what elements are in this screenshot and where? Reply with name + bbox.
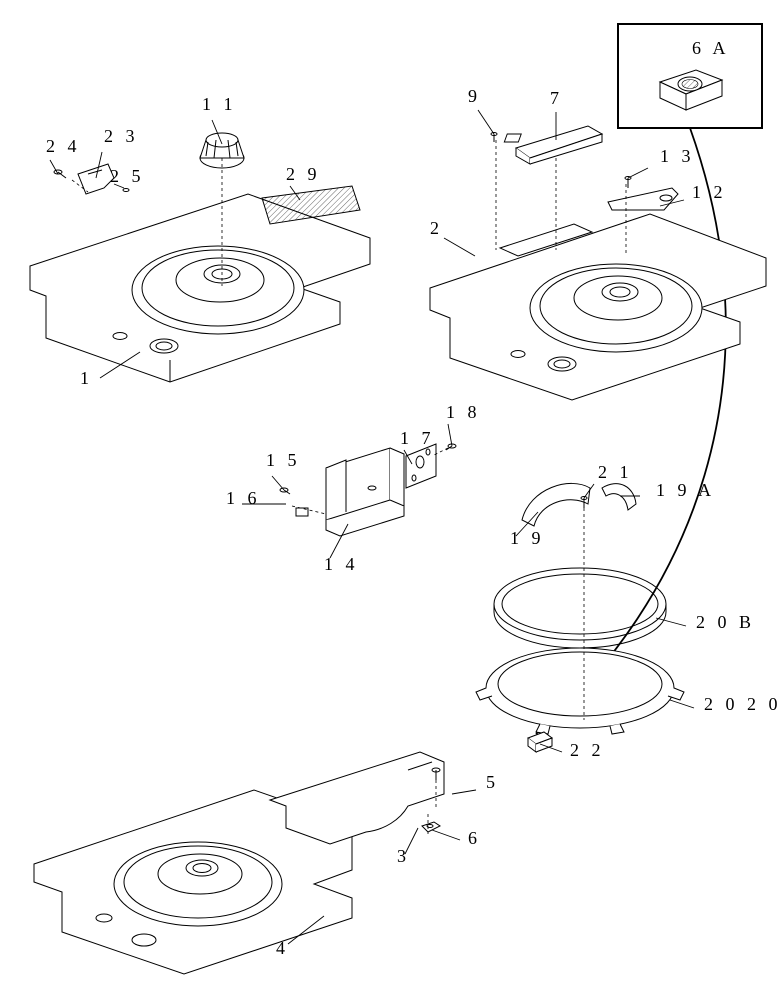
callout-6: 6 — [468, 828, 481, 848]
callout-19: 1 9 — [510, 528, 545, 548]
callout-24: 2 4 — [46, 136, 81, 156]
callout-9: 9 — [468, 86, 481, 106]
part-16-screw — [280, 488, 290, 494]
part-22 — [528, 732, 552, 752]
callout-4: 4 — [276, 938, 289, 958]
callout-7: 7 — [550, 88, 563, 108]
part-19 — [522, 483, 590, 526]
part-18-screw — [446, 444, 456, 450]
callout-5: 5 — [486, 772, 499, 792]
callout-16: 1 6 — [226, 488, 261, 508]
part-25-screw — [123, 189, 129, 192]
part-3 — [270, 752, 444, 844]
part-11 — [200, 133, 244, 168]
callout-14: 1 4 — [324, 554, 359, 574]
parts-exploded-diagram: 1234566 A791 11 21 31 41 51 61 71 81 91 … — [0, 0, 784, 1000]
callout-17: 1 7 — [400, 428, 435, 448]
callout-19A: 1 9 A — [656, 480, 715, 500]
callout-23: 2 3 — [104, 126, 139, 146]
callout-3: 3 — [397, 846, 410, 866]
part-6-nut — [422, 822, 440, 832]
part-23-clip — [78, 164, 114, 194]
callout-18: 1 8 — [446, 402, 481, 422]
part-20b — [494, 568, 666, 648]
callout-29: 2 9 — [286, 164, 321, 184]
callout-labels: 1234566 A791 11 21 31 41 51 61 71 81 91 … — [46, 38, 784, 958]
callout-1: 1 — [80, 368, 93, 388]
part-1 — [30, 194, 370, 382]
callout-6A: 6 A — [692, 38, 730, 58]
callout-13: 1 3 — [660, 146, 695, 166]
callout-22: 2 2 — [570, 740, 605, 760]
callout-11: 1 1 — [202, 94, 237, 114]
part-14 — [326, 448, 404, 536]
detail-leader — [536, 128, 726, 734]
callout-20B: 2 0 B — [696, 612, 755, 632]
callout-15: 1 5 — [266, 450, 301, 470]
part-17 — [406, 444, 436, 488]
callout-2020A: 2 0 2 0 A — [704, 694, 784, 714]
part-2 — [430, 214, 766, 400]
callout-12: 1 2 — [692, 182, 727, 202]
part-20-20a — [476, 648, 684, 734]
callout-25: 2 5 — [110, 166, 145, 186]
callout-21: 2 1 — [598, 462, 633, 482]
part-12 — [608, 188, 678, 210]
part-19a — [602, 484, 636, 510]
callout-2: 2 — [430, 218, 443, 238]
detail-6a — [618, 24, 762, 128]
part-24-screw — [54, 170, 66, 178]
part-7 — [504, 126, 602, 164]
